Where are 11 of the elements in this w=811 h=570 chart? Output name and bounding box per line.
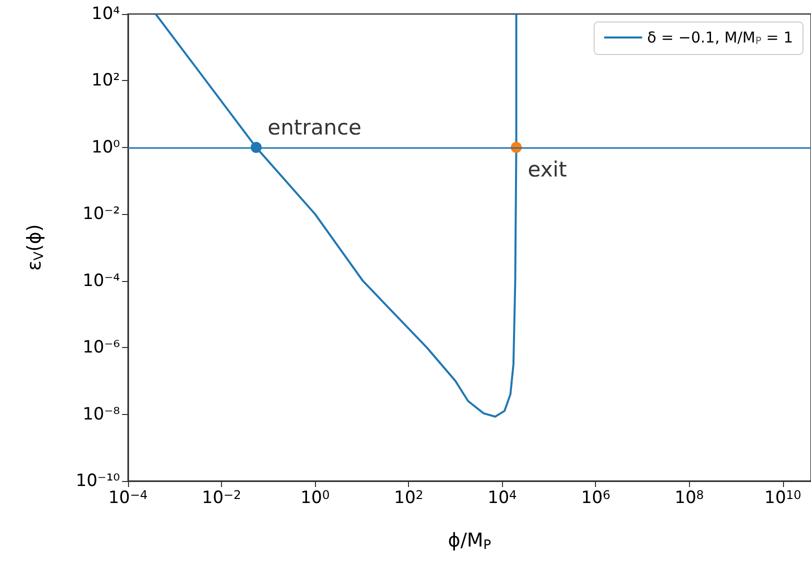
y-tick-label: 10⁻⁸ [82, 404, 120, 424]
y-axis-title: εV(ϕ) [24, 224, 47, 271]
y-tick-label: 10⁴ [92, 4, 120, 24]
y-tick-label: 10² [92, 70, 120, 91]
y-tick-label: 10⁻¹⁰ [76, 471, 120, 491]
y-tick-label: 10⁻⁶ [82, 338, 120, 358]
y-tick-label: 10⁻⁴ [82, 270, 120, 291]
y-tick-label: 10⁻² [82, 204, 120, 224]
y-tick-label: 10⁰ [92, 137, 120, 158]
annotation: entrance [268, 115, 362, 140]
annotation: exit [528, 157, 567, 182]
